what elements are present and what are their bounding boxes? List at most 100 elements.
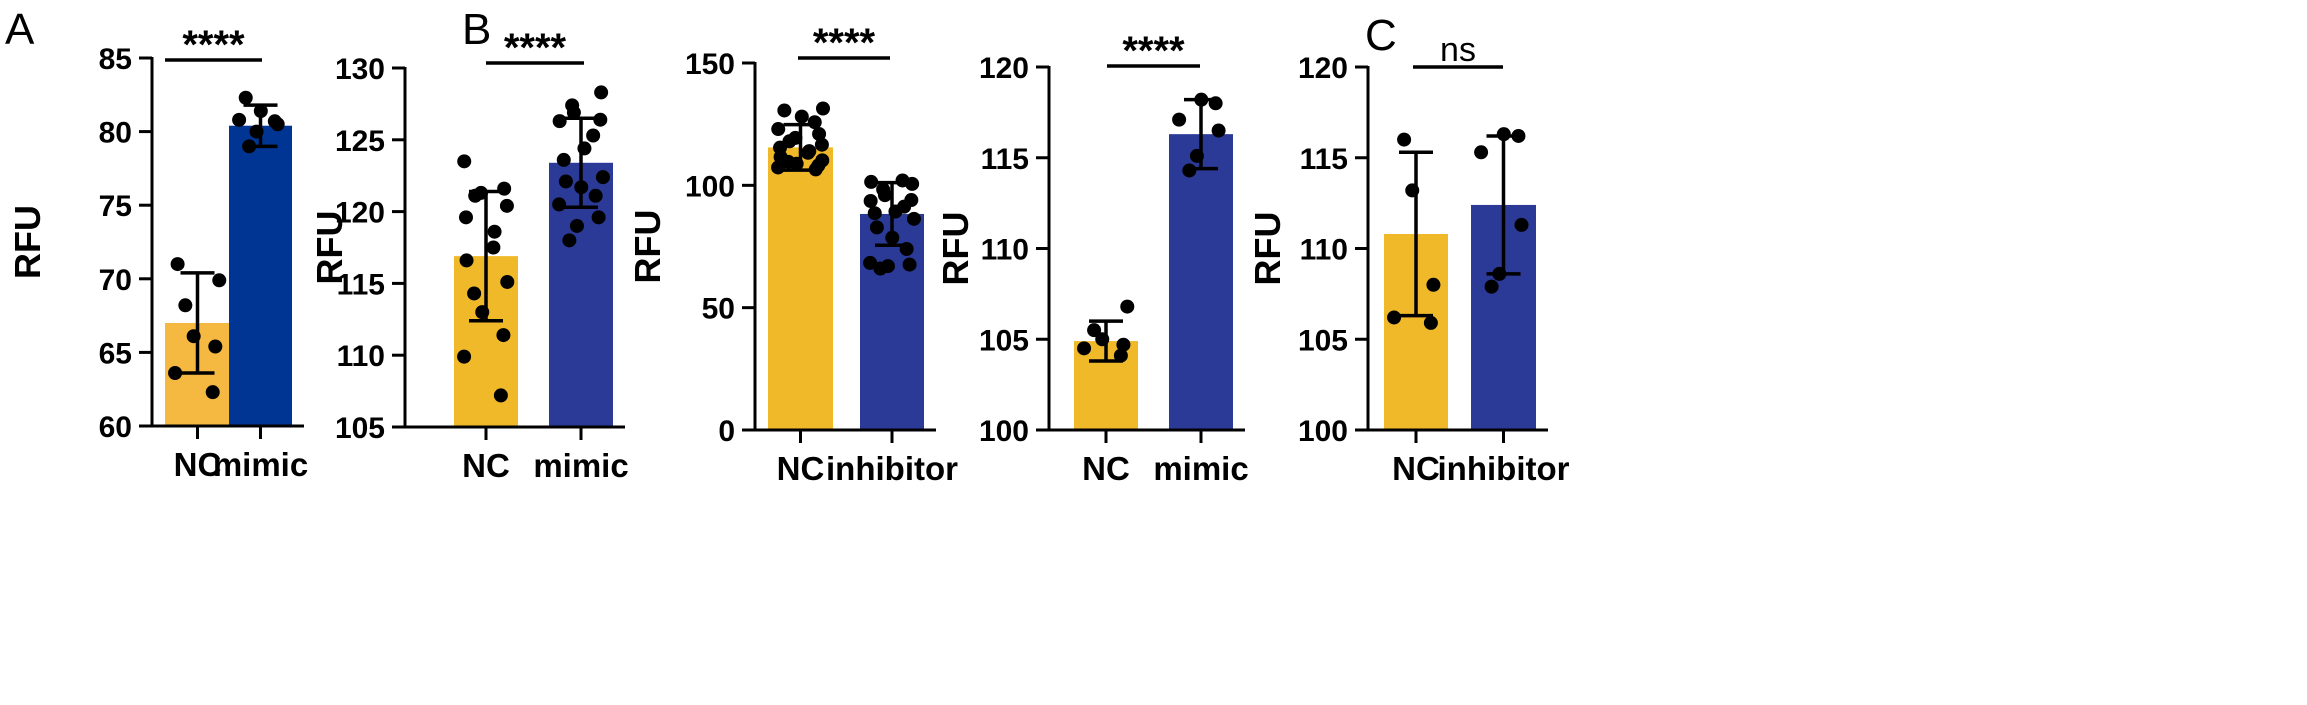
y-axis-title: RFU — [935, 212, 976, 286]
y-tick-label: 115 — [1300, 143, 1348, 176]
data-point — [1496, 127, 1511, 142]
significance-label: **** — [1122, 29, 1185, 73]
x-tick-label: inhibitor — [1438, 450, 1570, 487]
data-point — [902, 257, 917, 272]
data-point — [1087, 323, 1102, 338]
data-point — [815, 101, 830, 116]
x-tick-label: mimic — [213, 446, 308, 483]
y-axis-title: RFU — [1247, 212, 1288, 286]
y-tick-label: 75 — [99, 190, 132, 223]
data-point — [577, 141, 592, 156]
data-point — [1423, 315, 1438, 330]
y-tick-label: 110 — [981, 234, 1029, 267]
data-point — [267, 114, 282, 129]
y-tick-label: 150 — [685, 48, 735, 81]
data-point — [1182, 163, 1197, 178]
data-point — [1492, 266, 1507, 281]
data-point — [493, 388, 508, 403]
y-tick-label: 120 — [335, 197, 385, 230]
y-tick-label: 100 — [1298, 415, 1348, 448]
data-point — [869, 220, 884, 235]
data-point — [486, 240, 501, 255]
x-tick-label: NC — [174, 446, 222, 483]
y-tick-label: 100 — [685, 170, 735, 203]
data-point — [487, 224, 502, 239]
significance-label: ns — [1440, 31, 1476, 69]
y-tick-label: 110 — [1300, 234, 1348, 267]
data-point — [588, 188, 603, 203]
data-point — [556, 152, 571, 167]
data-point — [906, 211, 921, 226]
data-point — [1426, 277, 1441, 292]
data-point — [168, 366, 183, 381]
data-point — [574, 180, 589, 195]
x-tick-label: NC — [777, 450, 825, 487]
data-point — [1194, 92, 1209, 107]
data-point — [242, 139, 257, 154]
y-axis-title: RFU — [7, 205, 48, 279]
y-tick-label: 85 — [99, 43, 132, 76]
y-tick-label: 65 — [99, 337, 132, 370]
y-tick-label: 120 — [1298, 52, 1348, 85]
data-point — [899, 241, 914, 256]
data-point — [880, 259, 895, 274]
data-point — [474, 185, 489, 200]
data-point — [186, 329, 201, 344]
data-point — [558, 174, 573, 189]
data-point — [475, 305, 490, 320]
data-point — [1474, 145, 1489, 160]
data-point — [895, 173, 910, 188]
chart-panel-b-right: 0 50 100 150 NC inhibitor RFU **** — [627, 21, 958, 487]
data-point — [1116, 337, 1131, 352]
data-point — [212, 273, 227, 288]
data-point — [1113, 348, 1128, 363]
x-tick-label: NC — [1082, 450, 1130, 487]
data-point — [552, 114, 567, 129]
data-point — [178, 298, 193, 313]
data-point — [253, 103, 268, 118]
x-tick-label: mimic — [1153, 450, 1248, 487]
data-point — [1189, 148, 1204, 163]
data-point — [594, 85, 609, 100]
data-point — [552, 197, 567, 212]
data-point — [458, 210, 473, 225]
data-point — [802, 144, 817, 159]
y-tick-label: 0 — [718, 415, 735, 448]
y-tick-label: 100 — [979, 415, 1029, 448]
data-point — [500, 274, 515, 289]
x-tick-label: NC — [462, 447, 510, 484]
panel-letter-b: B — [462, 5, 491, 54]
y-tick-label: 125 — [335, 125, 385, 158]
data-point — [1077, 341, 1092, 356]
y-tick-label: 80 — [99, 117, 132, 150]
data-point — [1511, 128, 1526, 143]
data-point — [457, 154, 472, 169]
data-point — [249, 124, 264, 139]
data-point — [876, 182, 891, 197]
panel-letter-a: A — [5, 5, 35, 54]
x-tick-label: NC — [1392, 450, 1440, 487]
y-axis-title: RFU — [309, 211, 350, 285]
y-tick-label: 130 — [335, 53, 385, 86]
data-point — [1095, 332, 1110, 347]
bar-nc — [768, 147, 833, 430]
data-point — [864, 174, 879, 189]
significance-label: **** — [813, 21, 876, 65]
data-point — [459, 253, 474, 268]
chart-panel-c-left: 100 105 110 115 120 NC mimic RFU **** — [935, 29, 1249, 487]
data-point — [1397, 132, 1412, 147]
data-point — [863, 255, 878, 270]
data-point — [595, 170, 610, 185]
data-point — [593, 112, 608, 127]
data-point — [863, 193, 878, 208]
data-point — [1172, 112, 1187, 127]
y-tick-label: 115 — [981, 143, 1029, 176]
bar-mimic — [1169, 134, 1233, 430]
data-point — [1387, 310, 1402, 325]
data-point — [904, 193, 919, 208]
data-point — [497, 181, 512, 196]
data-point — [1120, 299, 1135, 314]
panel-letter-c: C — [1365, 11, 1397, 60]
